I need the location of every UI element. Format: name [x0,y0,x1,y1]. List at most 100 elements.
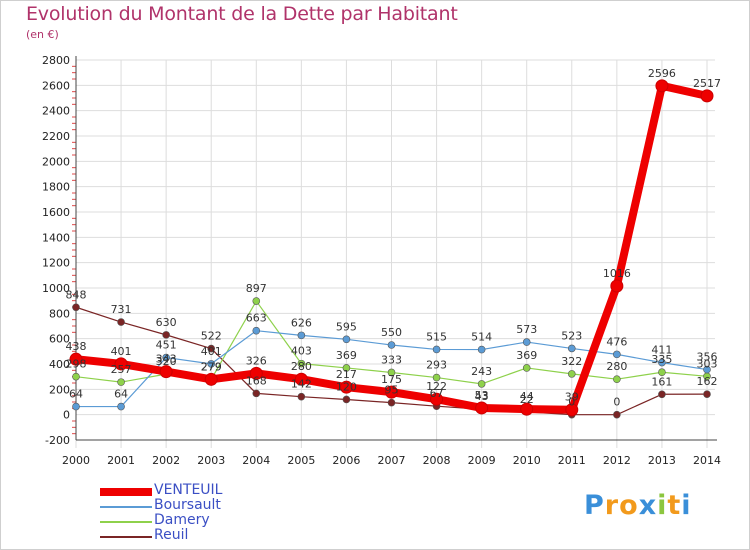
data-label-venteuil: 175 [381,373,402,386]
y-tick-label: 2800 [42,54,70,67]
data-label-boursault: 595 [336,320,357,333]
x-tick-labels: 2000 2001 2002 2003 2004 2005 2006 2007 2008 2009… [62,454,721,467]
y-tick-label: 2600 [42,79,70,92]
data-point-boursault [613,350,621,359]
data-point-venteuil [294,372,308,386]
data-point-boursault [162,353,170,362]
data-point-reuil [342,395,351,404]
chart-subtitle: (en €) [26,28,59,41]
data-label-venteuil: 280 [291,360,312,373]
series-group [69,79,714,419]
data-label-reuil: 630 [156,316,177,329]
data-point-boursault [432,345,441,354]
logo-letter: x [638,490,658,521]
data-label-boursault: 523 [561,329,582,342]
x-tick-label: 2006 [332,454,360,467]
x-tick-label: 2007 [378,454,406,467]
x-tick-label: 2002 [152,454,180,467]
data-label-damery: 243 [471,365,492,378]
data-label-reuil: 22 [520,393,534,406]
data-point-venteuil [610,279,624,293]
x-tick-label: 2003 [197,454,225,467]
legend-label: Damery [154,512,210,528]
data-point-boursault [72,402,80,411]
y-tick-label: 0 [63,409,70,422]
data-label-boursault: 411 [651,344,672,357]
y-tick-label: 400 [49,358,70,371]
legend-label: VENTEUIL [154,482,223,498]
data-point-venteuil [114,357,128,371]
x-tick-label: 2013 [648,454,676,467]
data-label-damery: 369 [516,349,537,362]
data-point-damery [522,364,531,372]
data-point-damery [432,373,441,382]
data-point-venteuil [475,401,489,415]
x-tick-label: 2004 [242,454,270,467]
data-label-boursault: 515 [426,330,447,343]
logo-letter: P [584,490,605,521]
data-label-boursault: 550 [381,326,402,339]
x-tick-label: 2011 [558,454,586,467]
data-labels: 438 401 343 279 326 280 217 175 122 53 44 39 1016 259… [66,67,722,409]
data-label-damery: 257 [111,363,132,376]
y-tick-label: -200 [45,434,70,447]
data-label-venteuil: 53 [475,389,489,402]
logo-letter: i [657,490,668,521]
data-point-boursault [658,358,666,367]
data-point-boursault [117,402,125,411]
y-tick-label: 2400 [42,105,70,118]
chart-title: Evolution du Montant de la Dette par Hab… [26,3,458,25]
data-label-reuil: 731 [111,303,132,316]
data-label-reuil: 95 [385,384,399,397]
x-tick-label: 2010 [513,454,541,467]
data-label-venteuil: 217 [336,368,357,381]
data-point-damery [477,380,486,388]
data-point-venteuil [565,403,579,417]
data-label-reuil: 522 [201,330,222,343]
data-point-boursault [297,331,306,340]
legend-label: Boursault [154,497,221,513]
data-label-reuil: 43 [475,390,489,403]
x-tick-label: 2000 [62,454,90,467]
data-label-venteuil: 1016 [603,267,631,280]
data-label-boursault: 573 [516,323,537,336]
data-label-damery: 320 [156,355,177,368]
proxiti-logo: Proxiti [584,490,692,521]
data-point-reuil [72,303,80,312]
data-label-reuil: 0 [568,396,575,409]
legend-label: Reuil [154,527,189,543]
data-label-damery: 322 [561,355,582,368]
data-point-damery [613,375,621,384]
data-point-venteuil [249,366,263,380]
data-label-damery: 303 [697,357,718,370]
data-point-venteuil [700,89,714,103]
data-label-damery: 333 [381,353,402,366]
data-point-damery [117,378,125,386]
data-label-boursault: 476 [606,335,627,348]
data-label-boursault: 451 [156,339,177,352]
data-point-venteuil [69,352,83,366]
data-point-boursault [567,344,576,353]
y-tick-label: 1200 [42,257,70,270]
legend-swatch [100,536,152,538]
data-point-venteuil [655,79,669,93]
data-point-damery [658,368,666,377]
data-point-venteuil [520,402,534,416]
data-point-damery [252,297,261,305]
y-tick-label: 1800 [42,181,70,194]
data-label-venteuil: 39 [565,391,579,404]
data-label-venteuil: 44 [520,390,534,403]
y-tick-label: 200 [49,383,70,396]
data-point-boursault [522,338,531,346]
data-label-venteuil: 343 [156,353,177,366]
data-point-reuil [387,398,396,407]
x-tick-label: 2008 [423,454,451,467]
data-label-boursault: 514 [471,331,492,344]
data-point-venteuil [159,365,173,379]
data-label-reuil: 848 [66,288,87,301]
legend-swatch [100,488,152,496]
data-label-damery: 279 [201,360,222,373]
data-label-venteuil: 279 [201,360,222,373]
y-tick-label: 1600 [42,206,70,219]
